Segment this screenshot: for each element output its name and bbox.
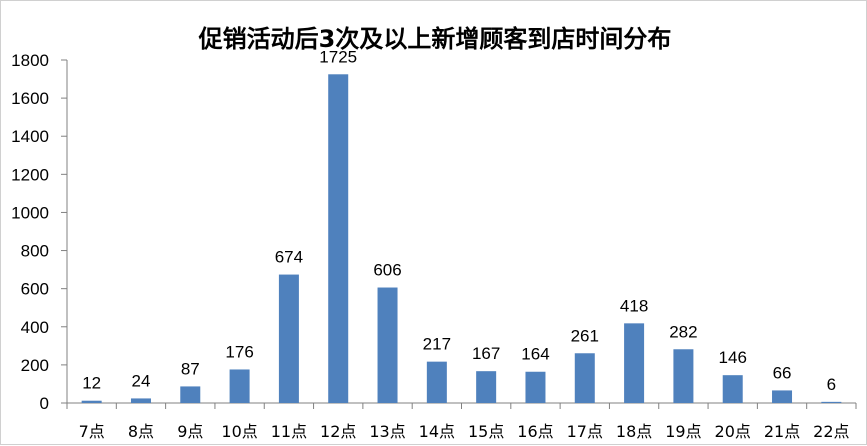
data-label: 87 — [181, 359, 200, 378]
data-label: 1725 — [319, 47, 357, 66]
x-tick-label: 14点 — [419, 422, 455, 441]
x-tick-label: 8点 — [128, 422, 154, 441]
x-tick-label: 13点 — [369, 422, 405, 441]
y-tick-label: 400 — [21, 318, 49, 337]
bar — [673, 349, 694, 403]
bar — [574, 353, 595, 403]
data-label: 167 — [472, 344, 500, 363]
bar — [229, 369, 250, 403]
data-label: 282 — [669, 322, 697, 341]
y-tick-label: 1000 — [11, 203, 49, 222]
x-tick-label: 10点 — [221, 422, 257, 441]
data-label: 24 — [132, 371, 151, 390]
x-tick-label: 20点 — [715, 422, 751, 441]
bar — [377, 287, 398, 403]
x-tick-label: 19点 — [665, 422, 701, 441]
x-tick-label: 21点 — [764, 422, 800, 441]
y-tick-label: 1600 — [11, 89, 49, 108]
bar — [81, 400, 102, 403]
x-tick-label: 22点 — [813, 422, 849, 441]
bar — [624, 323, 645, 403]
bar — [328, 74, 349, 404]
bar — [525, 371, 546, 403]
data-label: 176 — [225, 342, 253, 361]
y-tick-label: 1400 — [11, 127, 49, 146]
bar — [278, 274, 299, 403]
data-label: 606 — [373, 261, 401, 280]
x-tick-label: 9点 — [177, 422, 203, 441]
x-tick-label: 11点 — [271, 422, 307, 441]
data-label: 418 — [620, 296, 648, 315]
y-tick-label: 200 — [21, 356, 49, 375]
x-axis-labels: 7点 8点 9点 10点 11点 12点 13点 14点 15点 16点 17点 18点 19点 20点 2… — [79, 422, 850, 441]
y-tick-label: 1800 — [11, 51, 49, 70]
y-tick-label: 1200 — [11, 165, 49, 184]
x-tick-label: 12点 — [320, 422, 356, 441]
y-tick-label: 600 — [21, 280, 49, 299]
data-label: 6 — [827, 375, 836, 394]
data-label: 66 — [773, 363, 792, 382]
x-tick-label: 18点 — [616, 422, 652, 441]
bar — [426, 361, 447, 403]
bar — [772, 390, 793, 403]
data-label: 674 — [275, 248, 303, 267]
data-labels: 12 24 87 176 674 1725 606 217 167 164 261 418 282 146… — [82, 47, 836, 394]
bars — [81, 74, 842, 404]
data-label: 217 — [423, 335, 451, 354]
y-axis-ticks: 0 200 400 600 800 1000 1200 1400 1600 1800 — [11, 51, 67, 413]
bar — [180, 386, 201, 403]
x-tick-label: 16点 — [517, 422, 553, 441]
chart-title: 促销活动后3次及以上新增顾客到店时间分布 — [198, 25, 672, 53]
bar — [722, 375, 743, 403]
data-label: 261 — [571, 326, 599, 345]
bar — [476, 371, 497, 403]
bar — [821, 401, 842, 403]
data-label: 12 — [82, 374, 101, 393]
y-tick-label: 0 — [40, 394, 49, 413]
data-label: 146 — [719, 348, 747, 367]
y-tick-label: 800 — [21, 242, 49, 261]
data-label: 164 — [521, 345, 549, 364]
x-tick-label: 17点 — [567, 422, 603, 441]
x-tick-label: 15点 — [468, 422, 504, 441]
bar — [130, 398, 151, 403]
x-tick-label: 7点 — [79, 422, 105, 441]
